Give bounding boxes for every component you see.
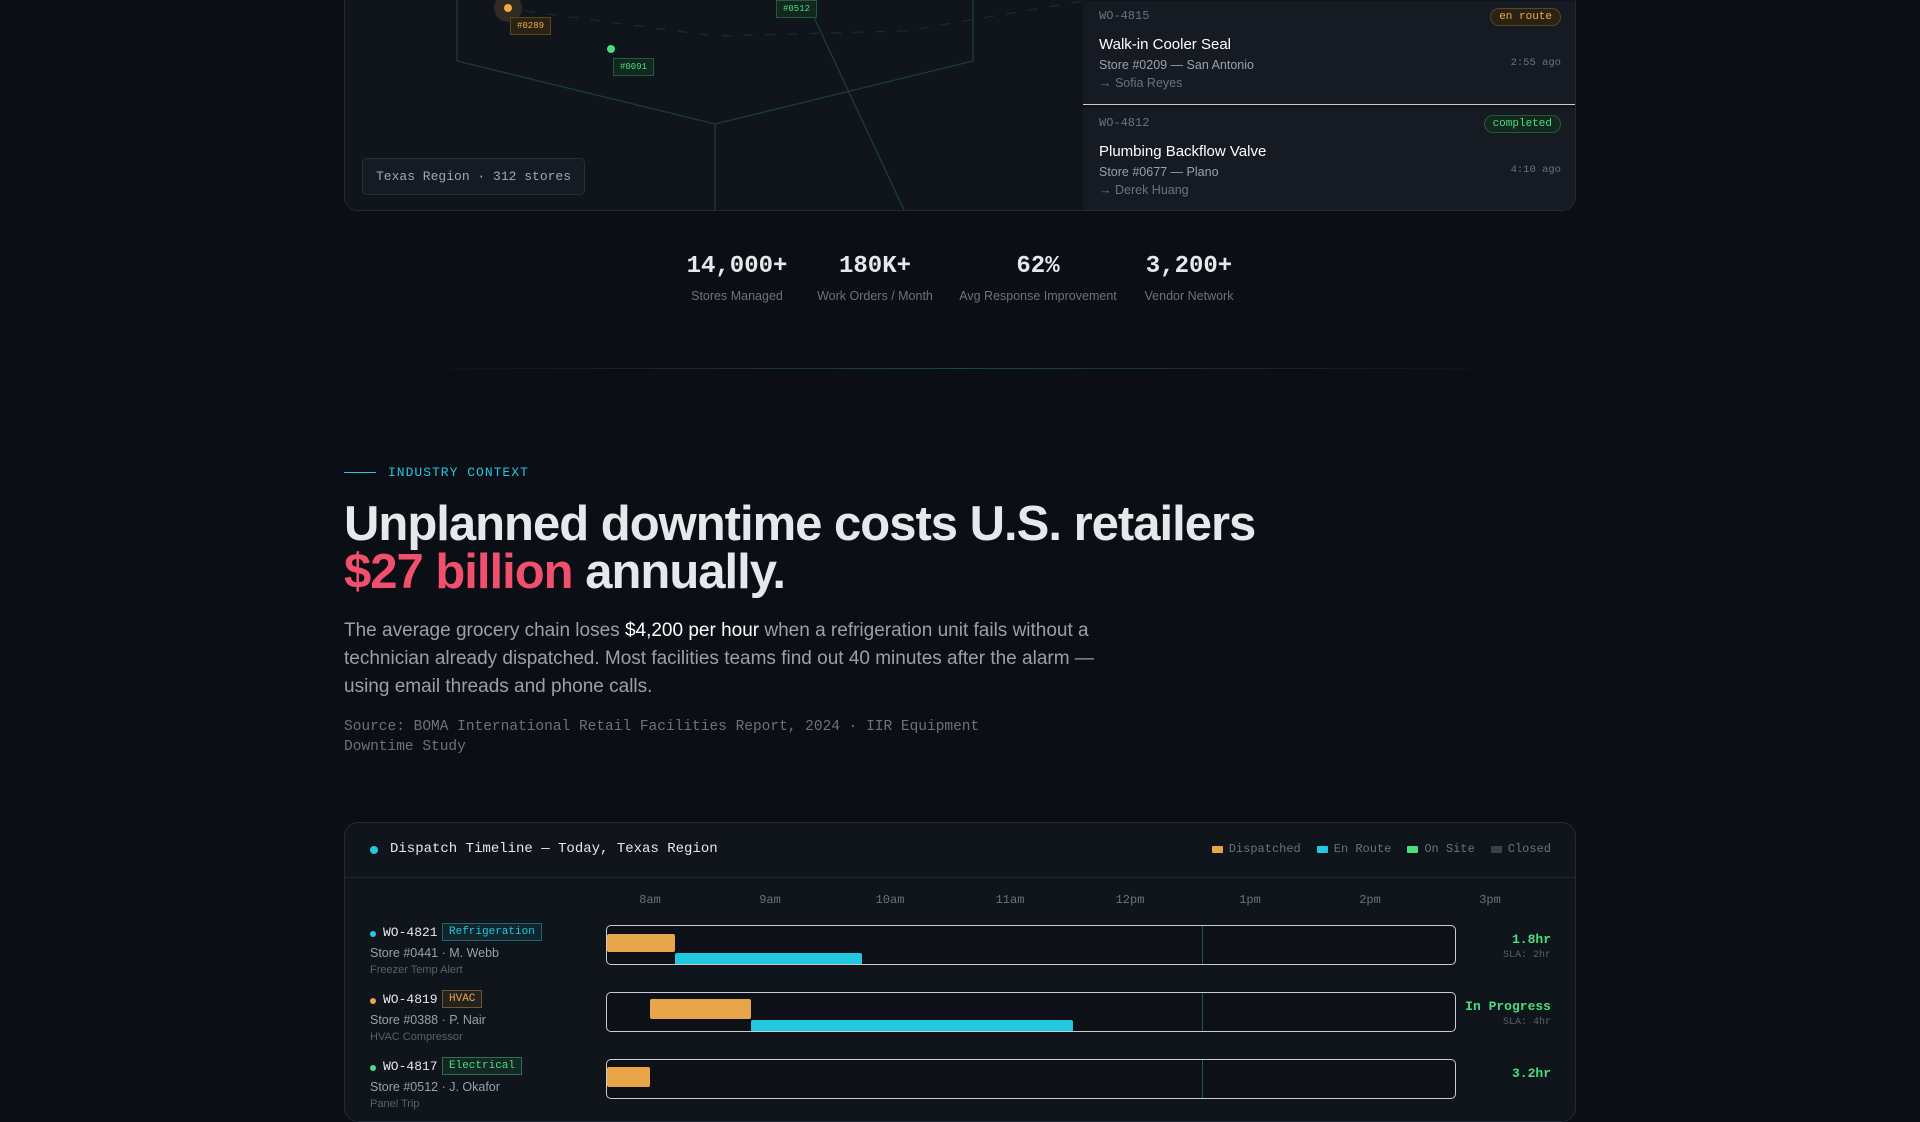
row-id: WO-4821 — [383, 925, 438, 940]
body-highlight: $4,200 per hour — [624, 620, 760, 641]
stat-label: Work Orders / Month — [817, 289, 933, 303]
wo-assignee: → Derek Huang — [1099, 183, 1189, 197]
wo-title: Walk-in Cooler Seal — [1099, 36, 1231, 53]
legend-swatch — [1490, 845, 1502, 853]
work-order-card: WO-4815 en route Walk-in Cooler Seal Store … — [1083, 1, 1575, 105]
time-bar — [751, 1020, 1073, 1031]
row-id: WO-4819 — [383, 992, 438, 1007]
page: #0289 #0091 #0512 Texas Region · 312 sto… — [344, 0, 1576, 1122]
stat-label: Stores Managed — [691, 289, 783, 303]
map — [456, 0, 1083, 210]
timeline-title: Dispatch Timeline — Today, Texas Region — [390, 841, 718, 857]
hour-label: 9am — [759, 893, 781, 907]
row-tag: Refrigeration — [442, 923, 542, 941]
now-line — [1202, 926, 1203, 964]
eyebrow-line — [344, 472, 376, 473]
wo-store: Store #0677 — Plano — [1099, 165, 1219, 179]
time-bar — [607, 934, 675, 952]
marker-label: #0512 — [776, 0, 818, 18]
row-issue: Freezer Temp Alert — [370, 964, 463, 976]
header-rule — [345, 877, 1575, 878]
row-id: WO-4817 — [383, 1059, 438, 1074]
hour-label: 1pm — [1239, 893, 1261, 907]
time-bar — [607, 1067, 650, 1087]
eyebrow: INDUSTRY CONTEXT — [388, 465, 529, 480]
time-bar — [650, 999, 751, 1019]
work-order-card: WO-4812 completed Plumbing Backflow Valve S… — [1083, 108, 1575, 210]
row-dot — [370, 1065, 376, 1071]
now-line — [1202, 1060, 1203, 1098]
stat-label: Vendor Network — [1144, 289, 1234, 303]
work-order-list: WO-4815 en route Walk-in Cooler Seal Store … — [1083, 1, 1575, 210]
legend-label: Closed — [1507, 842, 1551, 856]
row-issue: Panel Trip — [370, 1098, 420, 1110]
row-result: 3.2hr — [1511, 1066, 1551, 1081]
hour-label: 3pm — [1479, 893, 1501, 907]
headline-text: Unplanned downtime costs U.S. retailers — [344, 497, 1256, 551]
row-store: Store #0388 · P. Nair — [370, 1013, 486, 1027]
now-line — [1202, 993, 1203, 1031]
legend-swatch — [1211, 845, 1223, 853]
wo-assignee: → Sofia Reyes — [1099, 76, 1183, 90]
divider — [400, 368, 1520, 369]
stat-value: 3,200+ — [1145, 253, 1233, 280]
time-bar — [675, 953, 862, 964]
stat-value: 180K+ — [838, 253, 911, 280]
hour-label: 8am — [639, 893, 661, 907]
status-badge: en route — [1490, 8, 1561, 26]
legend-item: On Site — [1407, 842, 1475, 856]
stat-label: Avg Response Improvement — [959, 289, 1117, 303]
status-dot — [370, 846, 378, 854]
timeline-panel: Dispatch Timeline — Today, Texas Region … — [344, 822, 1576, 1122]
row-store: Store #0441 · M. Webb — [370, 946, 500, 960]
headline: Unplanned downtime costs U.S. retailers … — [344, 497, 1344, 599]
legend: Dispatched En Route On Site Closed — [1211, 842, 1551, 856]
wo-id: WO-4815 — [1099, 9, 1150, 23]
row-dot — [370, 931, 376, 937]
row-store: Store #0512 · J. Okafor — [370, 1080, 500, 1094]
status-badge: completed — [1483, 115, 1561, 133]
map-panel: #0289 #0091 #0512 Texas Region · 312 sto… — [344, 0, 1576, 211]
headline-highlight: $27 billion — [344, 545, 574, 599]
bar-track — [606, 1059, 1456, 1099]
row-dot — [370, 998, 376, 1004]
hour-label: 10am — [875, 893, 905, 907]
hour-label: 11am — [995, 893, 1025, 907]
legend-swatch — [1316, 845, 1328, 853]
legend-item: Closed — [1490, 842, 1551, 856]
wo-time: 4:10 ago — [1510, 164, 1561, 176]
legend-label: En Route — [1333, 842, 1392, 856]
row-issue: HVAC Compressor — [370, 1031, 463, 1043]
row-result: In Progress — [1465, 999, 1551, 1014]
wo-time: 2:55 ago — [1510, 57, 1561, 69]
wo-store: Store #0209 — San Antonio — [1099, 58, 1254, 72]
row-tag: Electrical — [442, 1057, 523, 1075]
region-label: Texas Region · 312 stores — [362, 158, 586, 195]
stat-value: 14,000+ — [686, 253, 788, 280]
headline-text: annually. — [585, 545, 786, 599]
hour-label: 2pm — [1359, 893, 1381, 907]
legend-item: En Route — [1316, 842, 1392, 856]
bar-track — [606, 925, 1456, 965]
wo-id: WO-4812 — [1099, 116, 1150, 130]
body-start: The average grocery chain loses — [344, 620, 625, 641]
wo-title: Plumbing Backflow Valve — [1099, 143, 1267, 160]
body-text: The average grocery chain loses $4,200 p… — [344, 617, 1114, 701]
stat-value: 62% — [1016, 253, 1060, 280]
bar-track — [606, 992, 1456, 1032]
row-sla: SLA: 2hr — [1502, 950, 1551, 961]
marker-label: #0091 — [613, 58, 655, 76]
legend-label: On Site — [1424, 842, 1475, 856]
legend-swatch — [1407, 845, 1419, 853]
legend-item: Dispatched — [1211, 842, 1301, 856]
row-sla: SLA: 4hr — [1502, 1017, 1551, 1028]
legend-label: Dispatched — [1228, 842, 1301, 856]
source: Source: BOMA International Retail Facili… — [344, 719, 980, 755]
row-tag: HVAC — [442, 990, 483, 1008]
marker-label: #0289 — [510, 17, 552, 35]
hour-label: 12pm — [1115, 893, 1145, 907]
row-result: 1.8hr — [1511, 932, 1551, 947]
body-end: when a refrigeration unit fails without … — [344, 620, 1094, 697]
